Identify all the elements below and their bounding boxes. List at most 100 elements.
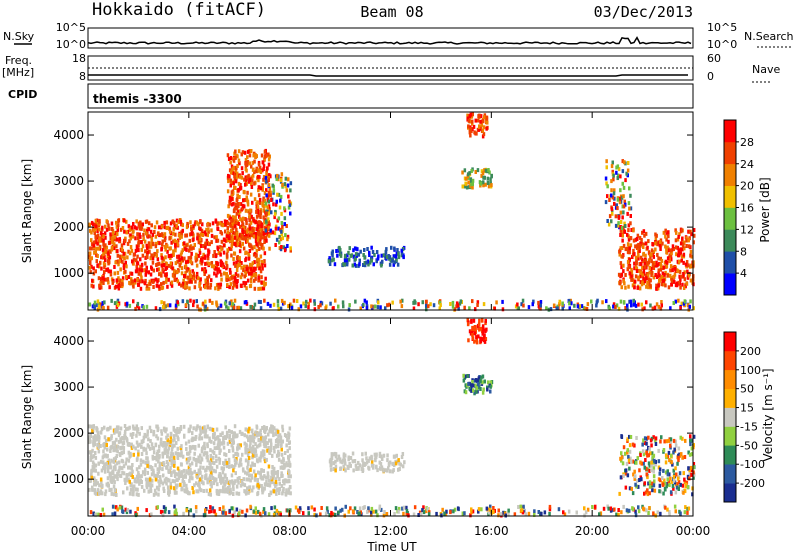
scatter-cell [205, 227, 208, 232]
scatter-cell [215, 273, 218, 278]
scatter-cell [150, 467, 153, 472]
scatter-cell [151, 260, 155, 265]
scatter-cell [133, 225, 137, 230]
power-y-axis-label: Slant Range [km] [20, 159, 34, 263]
scatter-cell [346, 253, 349, 258]
scatter-cell [227, 173, 230, 178]
scatter-cell [114, 464, 117, 469]
scatter-cell [683, 480, 687, 485]
scatter-cell [473, 339, 476, 344]
scatter-cell [175, 441, 178, 445]
scatter-cell [277, 449, 280, 454]
scatter-cell [277, 192, 281, 197]
scatter-cell [248, 149, 251, 154]
scatter-cell [652, 469, 655, 474]
scatter-cell [235, 280, 239, 285]
scatter-cell [267, 190, 271, 195]
scatter-cell [170, 240, 173, 245]
scatter-cell [476, 303, 479, 307]
scatter-cell [234, 149, 237, 154]
scatter-cell [484, 321, 487, 326]
scatter-cell [241, 206, 244, 211]
scatter-cell [658, 467, 662, 472]
scatter-cell [237, 202, 240, 206]
scatter-cell [267, 446, 270, 450]
scatter-cell [667, 450, 671, 455]
scatter-cell [114, 284, 118, 289]
scatter-cell [195, 263, 199, 268]
scatter-cell [213, 235, 216, 240]
scatter-cell [199, 426, 202, 431]
scatter-cell [137, 452, 140, 457]
scatter-cell [106, 476, 110, 481]
scatter-cell [159, 437, 163, 442]
scatter-cell [247, 251, 250, 256]
scatter-cell [267, 162, 271, 167]
scatter-cell [379, 305, 382, 310]
scatter-cell [175, 432, 178, 437]
scatter-cell [466, 318, 469, 323]
scatter-cell [337, 304, 340, 309]
scatter-cell [668, 257, 671, 262]
scatter-cell [655, 283, 658, 288]
scatter-cell [645, 441, 648, 446]
scatter-cell [222, 436, 225, 440]
scatter-cell [263, 486, 266, 491]
scatter-cell [109, 465, 113, 470]
scatter-cell [489, 380, 493, 385]
scatter-cell [472, 383, 475, 388]
scatter-cell [200, 449, 204, 454]
scatter-cell [167, 491, 170, 496]
scatter-cell [129, 471, 132, 476]
scatter-cell [276, 192, 279, 197]
scatter-cell [100, 277, 103, 282]
scatter-cell [92, 435, 95, 440]
scatter-cell [443, 511, 446, 516]
scatter-cell [144, 249, 147, 254]
scatter-cell [623, 221, 626, 226]
scatter-cell [248, 153, 252, 158]
scatter-cell [162, 280, 165, 285]
scatter-cell [288, 446, 291, 451]
scatter-cell [648, 484, 652, 489]
scatter-cell [135, 219, 138, 224]
scatter-cell [614, 223, 618, 228]
scatter-cell [143, 488, 146, 493]
scatter-cell [682, 244, 685, 249]
scatter-cell [151, 478, 154, 483]
scatter-cell [636, 285, 639, 290]
scatter-cell [475, 335, 478, 340]
scatter-cell [263, 191, 267, 196]
scatter-cell [681, 247, 684, 252]
scatter-cell [458, 301, 462, 306]
scatter-cell [266, 205, 269, 210]
scatter-cell [232, 492, 235, 496]
scatter-cell [310, 505, 314, 510]
scatter-cell [231, 434, 235, 439]
scatter-cell [320, 301, 324, 306]
scatter-cell [140, 226, 143, 231]
scatter-cell [183, 274, 186, 278]
scatter-cell [654, 241, 657, 246]
scatter-cell [192, 436, 196, 441]
scatter-cell [633, 285, 636, 290]
scatter-cell [238, 429, 242, 434]
scatter-cell [177, 254, 181, 259]
scatter-cell [622, 279, 625, 284]
scatter-cell [112, 459, 115, 464]
scatter-cell [134, 513, 138, 518]
scatter-cell [156, 436, 160, 441]
scatter-cell [230, 473, 234, 478]
scatter-cell [274, 226, 278, 231]
scatter-cell [230, 194, 233, 199]
scatter-cell [628, 443, 632, 448]
scatter-cell [179, 252, 183, 257]
scatter-cell [90, 424, 93, 429]
scatter-cell [166, 244, 169, 249]
scatter-cell [241, 216, 245, 221]
scatter-cell [474, 170, 477, 174]
scatter-cell [257, 229, 260, 234]
scatter-cell [226, 489, 230, 494]
scatter-cell [136, 261, 140, 266]
scatter-cell [617, 512, 620, 517]
